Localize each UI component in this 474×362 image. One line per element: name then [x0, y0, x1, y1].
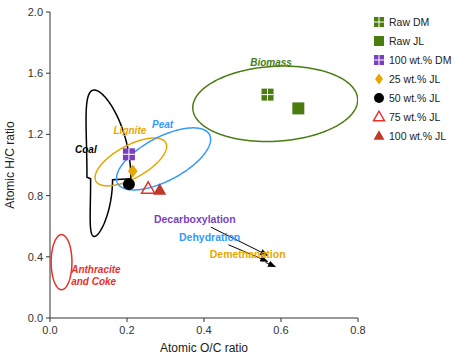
- y-tick-label: 0.8: [28, 190, 43, 202]
- x-tick-label: 0.4: [196, 324, 211, 336]
- region-label: Coal: [75, 144, 97, 155]
- y-tick-label: 0.4: [28, 251, 43, 263]
- x-tick: [204, 318, 205, 322]
- region-label: Biomass: [250, 57, 292, 68]
- legend-entry: 25 wt.% JL: [389, 73, 441, 85]
- x-tick-label: 0.0: [42, 324, 57, 336]
- region-label-line: Peat: [152, 119, 174, 130]
- y-tick-label: 1.6: [28, 67, 43, 79]
- chart: 0.0 0.2 0.4 0.6 0.8 0.0 0.4 0.8 1.2 1.6 2.0 Atomic …: [0, 0, 474, 362]
- legend-entry: 75 wt.% JL: [389, 111, 441, 123]
- point: [292, 102, 304, 114]
- legend-entry: 100 wt.% JL: [389, 130, 446, 142]
- region-label: Peat: [152, 119, 174, 130]
- region-label: Anthraciteand Coke: [70, 264, 121, 287]
- point: [153, 183, 166, 194]
- legend-entry: Raw JL: [389, 35, 424, 47]
- region-outline: [51, 235, 72, 290]
- y-tick: [46, 256, 50, 257]
- annotation-text: Dehydration: [179, 231, 240, 243]
- legend-marker: [374, 36, 384, 46]
- x-axis-label: Atomic O/C ratio: [160, 341, 248, 355]
- legend-marker: [375, 74, 383, 85]
- y-axis-label: Atomic H/C ratio: [3, 121, 17, 209]
- annotation-text: Decarboxylation: [154, 213, 236, 225]
- x-tick: [358, 318, 359, 322]
- axes: 0.0 0.2 0.4 0.6 0.8 0.0 0.4 0.8 1.2 1.6 2.0: [28, 6, 366, 336]
- point: [262, 89, 274, 101]
- point: [123, 178, 135, 190]
- y-tick-label: 1.2: [28, 128, 43, 140]
- legend-marker: [374, 93, 384, 103]
- legend-entry: Raw DM: [389, 16, 429, 28]
- points: [123, 89, 304, 195]
- point: [142, 182, 155, 193]
- plot-area: [51, 66, 358, 290]
- x-tick: [50, 318, 51, 322]
- marker-cross: [123, 154, 135, 155]
- x-tick-label: 0.2: [119, 324, 134, 336]
- region-label-line: and Coke: [71, 276, 116, 287]
- legend-marker: [374, 111, 385, 120]
- x-tick: [127, 318, 128, 322]
- annotation-text: Demethanation: [210, 248, 286, 260]
- y-tick: [46, 195, 50, 196]
- point: [123, 148, 135, 160]
- y-tick: [46, 134, 50, 135]
- region-label-line: Biomass: [250, 57, 292, 68]
- y-tick: [46, 73, 50, 74]
- x-tick-label: 0.6: [273, 324, 288, 336]
- legend-entry: 100 wt.% DM: [389, 54, 451, 66]
- y-tick: [46, 318, 50, 319]
- x-tick: [281, 318, 282, 322]
- region-label-line: Anthracite: [70, 264, 121, 275]
- marker-cross: [262, 94, 274, 95]
- region-label: Lignite: [114, 125, 147, 136]
- y-tick-label: 2.0: [28, 6, 43, 18]
- marker-cross: [374, 22, 384, 23]
- legend-entry: 50 wt.% JL: [389, 92, 441, 104]
- point: [128, 165, 138, 178]
- y-axis-line: [50, 12, 51, 318]
- y-tick: [46, 12, 50, 13]
- y-tick-label: 0.0: [28, 312, 43, 324]
- legend: Raw DM Raw JL 100 wt.% DM 25 wt.% JL 50 wt.%…: [374, 16, 452, 142]
- marker-cross: [374, 60, 384, 61]
- legend-marker: [374, 17, 384, 27]
- legend-marker: [374, 130, 385, 139]
- annotations: Coal Anthraciteand Coke Lignite Peat Biomass…: [70, 57, 292, 287]
- region-outline: [117, 128, 211, 190]
- region-label-line: Lignite: [114, 125, 147, 136]
- x-tick-label: 0.8: [350, 324, 365, 336]
- legend-marker: [374, 55, 384, 65]
- annotation-arrow: [265, 262, 275, 266]
- region-label-line: Coal: [75, 144, 97, 155]
- region-outline: [193, 66, 358, 141]
